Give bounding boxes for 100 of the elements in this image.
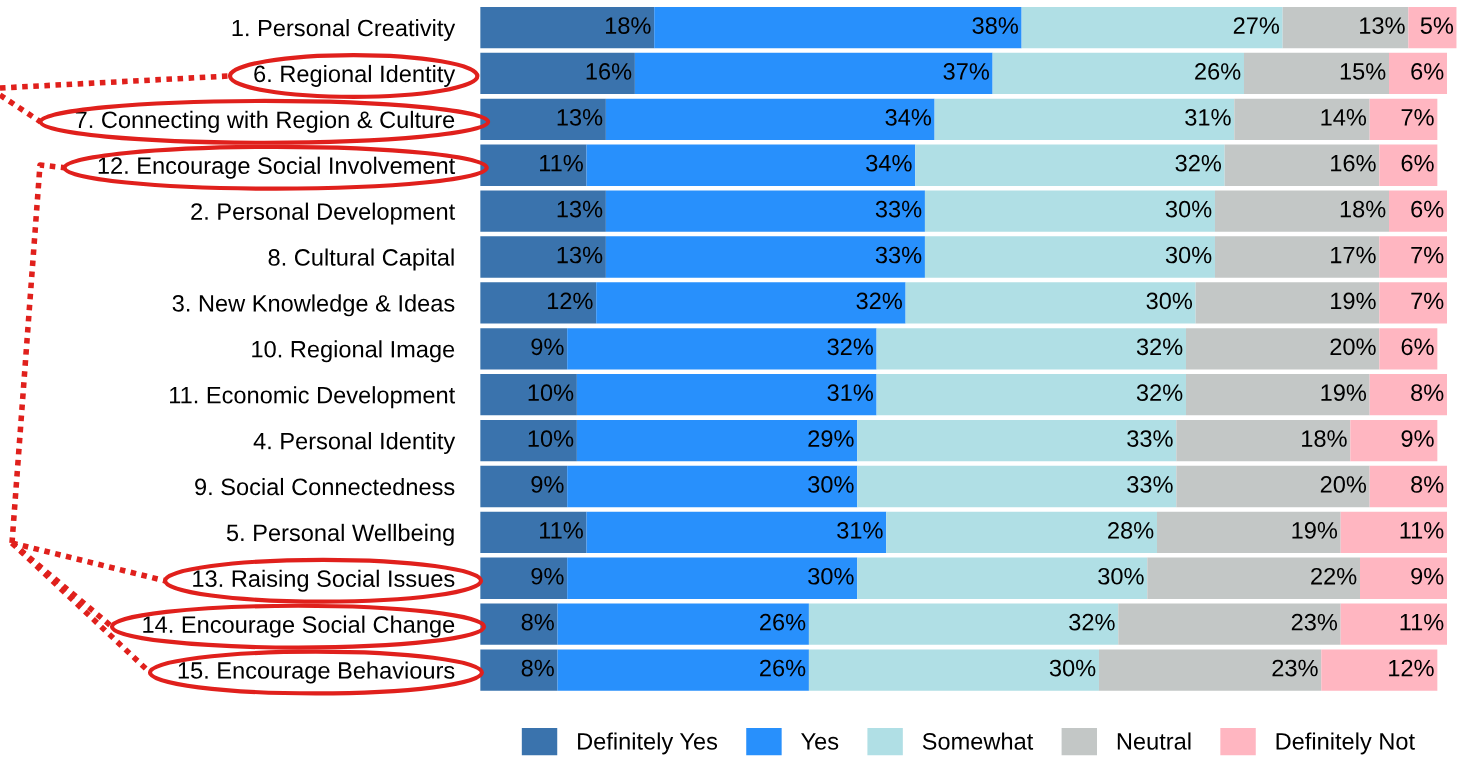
bar <box>480 649 558 691</box>
data-label: 27% <box>1233 17 1280 34</box>
legend-label: Somewhat <box>922 732 1034 750</box>
data-label: 13% <box>1360 17 1405 34</box>
data-label: 18% <box>605 17 651 34</box>
bar <box>924 236 1215 278</box>
bar <box>576 374 877 416</box>
bar <box>808 603 1119 645</box>
data-label: 8% <box>521 659 554 677</box>
y-tick-label: 2. Personal Development <box>191 202 456 225</box>
data-label: 16% <box>586 63 632 80</box>
legend-label: Definitely Yes <box>578 732 718 755</box>
bar <box>654 6 1022 49</box>
bar <box>605 190 925 232</box>
y-tick-label: 4. Personal Identity <box>253 432 456 455</box>
y-tick-label: 13. Raising Social Issues <box>193 569 455 592</box>
bar <box>576 419 858 462</box>
bar <box>567 465 858 508</box>
bar <box>480 328 568 370</box>
data-label: 12% <box>547 292 593 310</box>
y-tick-label: 14. Encourage Social Change <box>143 615 455 638</box>
data-label: 31% <box>1185 108 1231 126</box>
data-label: 29% <box>808 430 854 447</box>
bar <box>596 282 906 324</box>
bar <box>924 190 1215 232</box>
data-label: 15% <box>1340 63 1386 80</box>
bar <box>480 603 558 645</box>
data-label: 32% <box>856 292 902 310</box>
bar <box>1118 603 1341 645</box>
bar <box>857 465 1177 508</box>
bar <box>1389 190 1448 232</box>
data-label: 6% <box>1411 200 1444 218</box>
data-label: 11% <box>1400 522 1444 539</box>
bar <box>1369 98 1438 140</box>
bar <box>480 419 577 462</box>
data-label: 11% <box>540 522 583 539</box>
data-label: 32% <box>1175 154 1222 172</box>
data-label: 30% <box>1165 200 1212 218</box>
bar <box>1147 557 1360 599</box>
bar <box>480 98 606 140</box>
y-tick-label: 15. Encourage Behaviours <box>178 661 455 684</box>
data-label: 34% <box>885 108 931 126</box>
data-label: 17% <box>1331 246 1376 264</box>
data-label: 28% <box>1108 522 1154 539</box>
bar <box>480 144 587 186</box>
data-label: 20% <box>1330 338 1376 356</box>
data-label: 32% <box>1069 613 1115 631</box>
legend-label: Yes <box>801 733 839 750</box>
bar <box>1234 98 1370 140</box>
y-tick-label: 6. Regional Identity <box>254 64 456 87</box>
bar <box>1214 190 1389 232</box>
bar <box>1360 557 1448 599</box>
data-label: 11% <box>1400 613 1444 631</box>
data-label: 30% <box>1049 659 1096 677</box>
bar <box>1369 374 1448 416</box>
bar <box>480 190 606 232</box>
data-label: 7% <box>1401 109 1434 126</box>
data-label: 13% <box>557 200 603 218</box>
y-tick-label: 11. Economic Development <box>170 386 456 409</box>
y-tick-label: 3. New Knowledge & Ideas <box>172 294 455 317</box>
bar <box>857 419 1177 462</box>
data-label: 30% <box>808 567 854 585</box>
legend-label: Neutral <box>1117 732 1191 750</box>
y-tick-label: 12. Encourage Social Involvement <box>98 156 456 179</box>
data-label: 5% <box>1420 17 1454 34</box>
data-label: 26% <box>760 659 806 677</box>
bar <box>480 374 577 416</box>
bar <box>992 52 1244 95</box>
data-label: 6% <box>1401 154 1434 172</box>
data-label: 23% <box>1291 613 1338 631</box>
data-label: 20% <box>1320 476 1367 493</box>
data-label: 7% <box>1411 246 1444 264</box>
data-label: 19% <box>1321 384 1367 402</box>
bar <box>480 511 587 554</box>
bar <box>567 557 858 599</box>
bar <box>586 511 887 554</box>
bar <box>1369 465 1448 508</box>
data-label: 13% <box>557 108 603 126</box>
y-tick-label: 1. Personal Creativity <box>232 19 456 42</box>
data-label: 18% <box>1340 200 1386 218</box>
bar <box>1379 328 1438 370</box>
data-label: 9% <box>1411 567 1444 585</box>
data-label: 9% <box>531 476 564 493</box>
data-label: 32% <box>1136 338 1183 356</box>
bar <box>1379 144 1438 186</box>
bar <box>605 98 935 140</box>
y-tick-label: 7. Connecting with Region & Culture <box>75 110 455 133</box>
bar <box>480 236 606 278</box>
data-label: 32% <box>827 338 873 356</box>
data-label: 13% <box>557 246 603 264</box>
bar <box>557 603 809 645</box>
bar <box>1321 649 1438 691</box>
bar <box>1340 603 1448 645</box>
bar <box>934 98 1235 140</box>
data-label: 26% <box>760 613 806 631</box>
data-label: 30% <box>1165 246 1212 264</box>
bar <box>557 649 809 691</box>
bar <box>480 6 655 49</box>
data-label: 33% <box>1127 430 1173 447</box>
data-label: 34% <box>866 154 912 172</box>
